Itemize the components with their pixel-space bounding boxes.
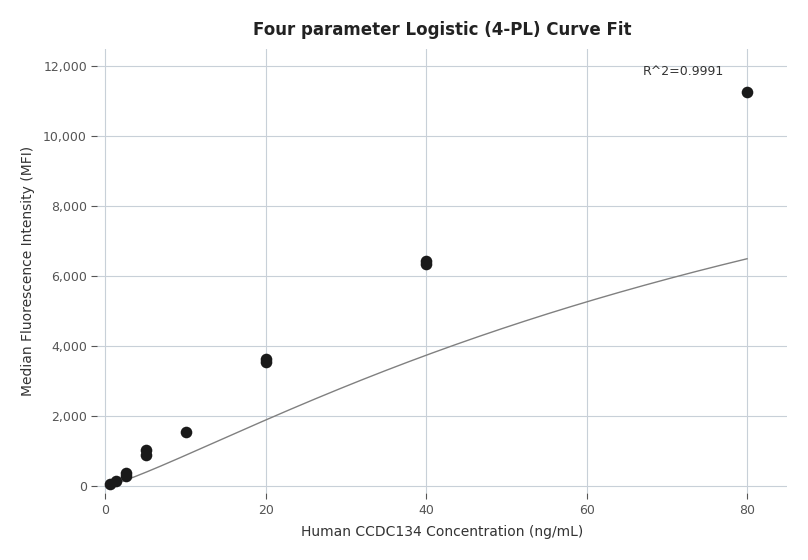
Point: [104, 479, 117, 488]
Point: [259, 354, 272, 363]
Title: Four parameter Logistic (4-PL) Curve Fit: Four parameter Logistic (4-PL) Curve Fit: [253, 21, 632, 39]
Point: [420, 260, 433, 269]
Point: [109, 477, 122, 486]
Point: [179, 428, 192, 437]
Y-axis label: Median Fluorescence Intensity (MFI): Median Fluorescence Intensity (MFI): [21, 146, 35, 396]
Point: [741, 88, 754, 97]
Point: [259, 358, 272, 367]
Point: [139, 450, 152, 459]
Point: [119, 472, 132, 480]
Text: R^2=0.9991: R^2=0.9991: [643, 66, 724, 78]
Point: [420, 256, 433, 265]
Point: [119, 469, 132, 478]
Point: [139, 445, 152, 454]
X-axis label: Human CCDC134 Concentration (ng/mL): Human CCDC134 Concentration (ng/mL): [301, 525, 583, 539]
